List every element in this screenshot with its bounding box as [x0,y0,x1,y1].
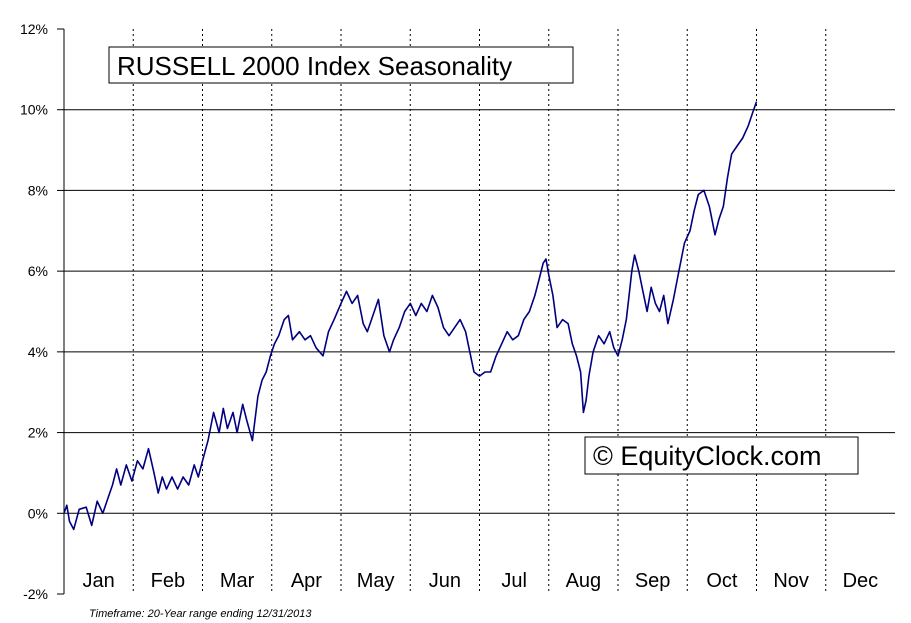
y-tick-label: 0% [28,505,48,521]
month-label: Mar [220,570,255,592]
y-tick-label: 12% [20,21,48,37]
month-label: Dec [843,570,879,592]
month-label: May [357,570,395,592]
month-label: Jun [429,570,461,592]
watermark-box-border [584,436,859,475]
title-box: RUSSELL 2000 Index Seasonality [108,46,574,84]
y-tick-label: 2% [28,425,48,441]
y-tick-label: 6% [28,263,48,279]
y-axis [57,28,65,595]
month-label: Sep [635,570,671,592]
month-divider-gridlines [132,29,827,594]
month-label: Jul [501,570,527,592]
month-label: Oct [706,570,738,592]
y-tick-labels: 12% 10% 8% 6% 4% 2% 0% -2% [20,21,48,602]
month-label: Apr [291,570,322,592]
watermark-text: © EquityClock.com [593,441,821,471]
timeframe-footnote: Timeframe: 20-Year range ending 12/31/20… [89,608,312,620]
title-box-border [108,46,574,84]
y-tick-label: 8% [28,182,48,198]
watermark-box: © EquityClock.com [584,436,859,475]
month-label: Aug [566,570,602,592]
y-tick-label: -2% [23,586,48,602]
month-labels: Jan Feb Mar Apr May Jun Jul Aug Sep Oct Nov Dec [83,570,879,592]
y-tick-label: 10% [20,102,48,118]
month-label: Feb [151,570,185,592]
series-line [63,101,758,531]
chart-title: RUSSELL 2000 Index Seasonality [117,51,512,81]
month-label: Nov [773,570,809,592]
y-tick-label: 4% [28,344,48,360]
month-label: Jan [83,570,115,592]
